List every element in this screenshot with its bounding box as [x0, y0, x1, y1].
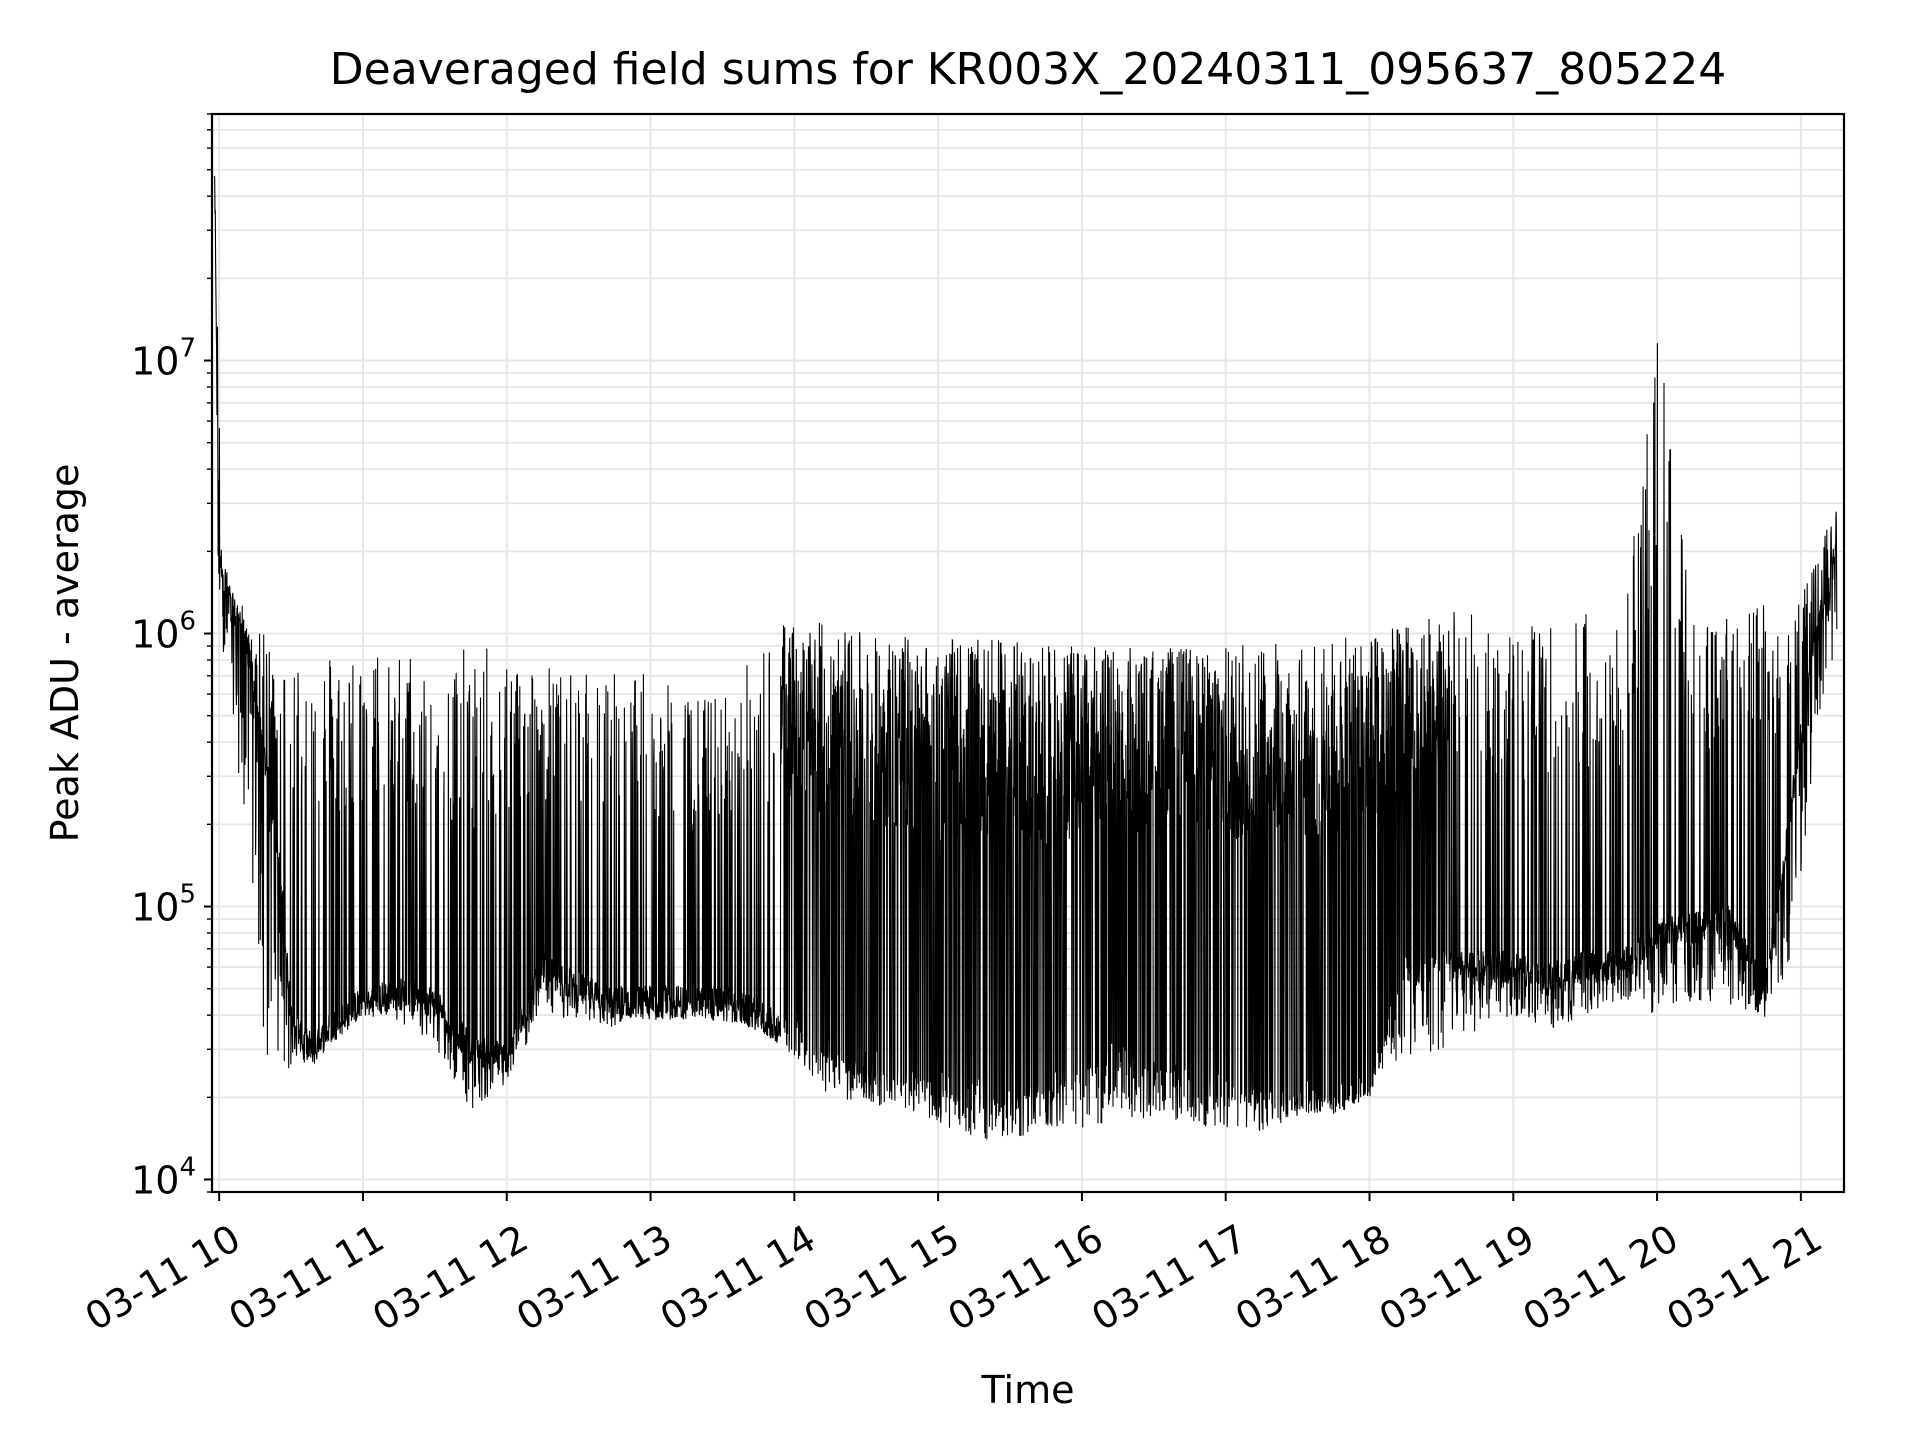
y-tick-label: 104: [131, 1153, 196, 1203]
y-tick-label-exponent: 6: [179, 607, 196, 637]
y-tick-label-base: 10: [131, 613, 179, 657]
y-tick-label: 107: [131, 334, 196, 384]
y-tick-label-base: 10: [131, 1159, 179, 1203]
y-tick-label-base: 10: [131, 340, 179, 384]
y-tick-label: 105: [131, 880, 196, 930]
y-tick-label-exponent: 5: [179, 880, 196, 910]
plot-frame: [210, 112, 1846, 1194]
y-tick-label-base: 10: [131, 886, 179, 930]
chart-title: Deaveraged field sums for KR003X_2024031…: [330, 44, 1726, 95]
data-line: [213, 176, 1838, 1140]
x-axis-label: Time: [981, 1368, 1075, 1412]
y-tick-label-exponent: 7: [179, 334, 196, 364]
y-tick-label-exponent: 4: [179, 1153, 196, 1183]
series-line: [213, 176, 1838, 1140]
y-tick-label: 106: [131, 607, 196, 657]
y-axis-label: Peak ADU - average: [43, 464, 87, 843]
